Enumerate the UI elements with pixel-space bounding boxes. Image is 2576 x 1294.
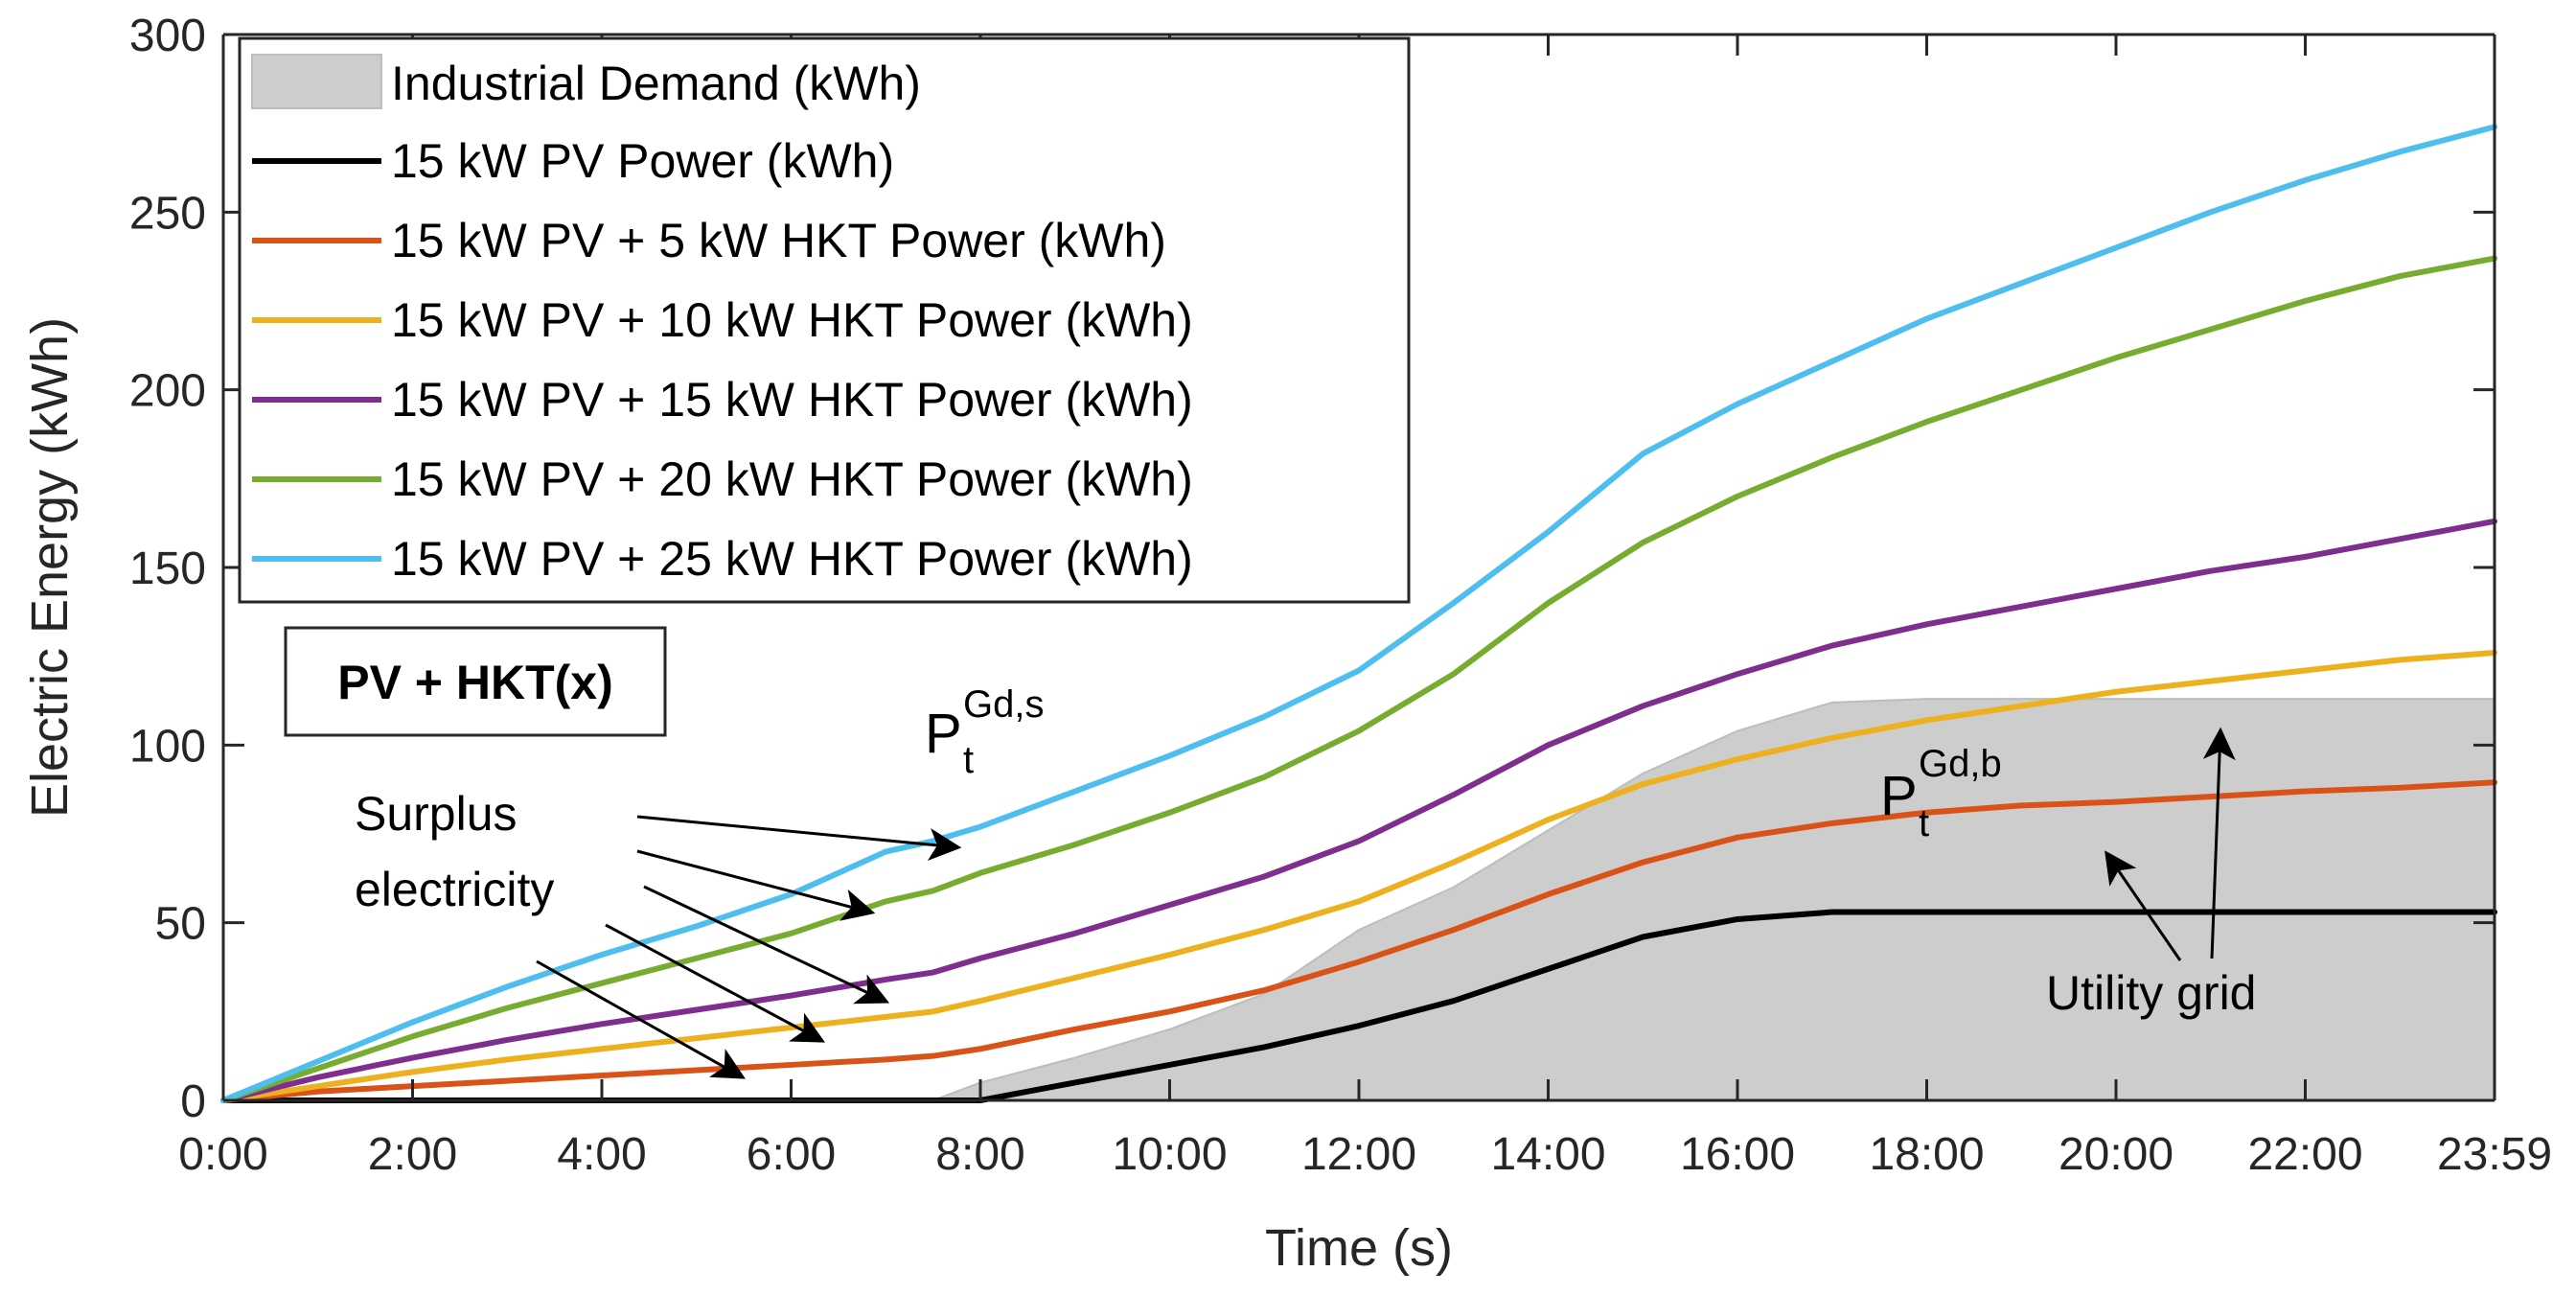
y-tick-label-1: 50 (155, 899, 206, 950)
y-tick-label-2: 100 (129, 721, 206, 772)
legend-label-1: 15 kW PV + 5 kW HKT Power (kWh) (391, 214, 1166, 267)
y-axis-title: Electric Energy (kWh) (21, 317, 79, 818)
surplus-label-line2: electricity (355, 863, 554, 916)
surplus-arrows (536, 815, 962, 1079)
x-tick-label-7: 14:00 (1490, 1129, 1605, 1180)
x-tick-label-8: 16:00 (1680, 1129, 1795, 1180)
x-axis-ticks: 0:00 2:00 4:00 6:00 8:00 10:00 12:00 14:00 16:00… (178, 35, 2552, 1180)
legend-label-2: 15 kW PV + 10 kW HKT Power (kWh) (391, 293, 1193, 347)
x-tick-label-4: 8:00 (935, 1129, 1024, 1180)
legend-label-0: 15 kW PV Power (kWh) (391, 134, 894, 188)
series-line-5 (220, 124, 2497, 1103)
x-tick-label-3: 6:00 (747, 1129, 836, 1180)
grid-sell-symbol-subscript: t (963, 739, 974, 781)
x-tick-label-9: 18:00 (1869, 1129, 1984, 1180)
y-tick-label-6: 300 (129, 11, 206, 61)
x-tick-label-6: 12:00 (1301, 1129, 1416, 1180)
scenario-box-label: PV + HKT(x) (337, 656, 613, 709)
series-line-2 (220, 649, 2497, 1103)
legend-swatch-demand (251, 54, 382, 109)
surplus-arrow-1 (636, 815, 962, 862)
x-tick-label-2: 4:00 (557, 1129, 646, 1180)
x-tick-label-12: 23:59 (2437, 1129, 2552, 1180)
grid-sell-symbol: P Gd,s t (925, 683, 1044, 781)
legend-box (238, 36, 1411, 604)
y-tick-label-0: 0 (180, 1076, 206, 1127)
x-axis-title: Time (s) (1265, 1219, 1453, 1277)
series-line-4 (220, 255, 2497, 1103)
surplus-arrow-2 (636, 849, 876, 921)
grid-sell-symbol-superscript: Gd,s (963, 683, 1044, 726)
series-line-1 (220, 779, 2497, 1103)
surplus-arrow-3 (643, 885, 890, 1005)
legend-label-3: 15 kW PV + 15 kW HKT Power (kWh) (391, 373, 1193, 427)
series-lines (220, 124, 2497, 1103)
utility-grid-arrows (2104, 727, 2236, 961)
scenario-box-frame (284, 626, 667, 737)
legend-series-entries: 15 kW PV Power (kWh) 15 kW PV + 5 kW HKT … (252, 134, 1193, 586)
y-tick-label-3: 150 (129, 543, 206, 594)
y-tick-label-4: 200 (129, 366, 206, 417)
x-tick-label-11: 22:00 (2247, 1129, 2362, 1180)
x-tick-label-10: 20:00 (2058, 1129, 2174, 1180)
grid-buy-symbol-base: P (1880, 765, 1918, 827)
series-line-3 (220, 518, 2497, 1103)
x-tick-label-1: 2:00 (368, 1129, 457, 1180)
utility-grid-arrow-1 (2104, 850, 2182, 961)
grid-buy-symbol-subscript: t (1919, 802, 1929, 844)
surplus-arrow-4 (605, 923, 825, 1043)
x-tick-label-0: 0:00 (178, 1129, 267, 1180)
legend-label-demand: Industrial Demand (kWh) (391, 57, 921, 110)
legend: Industrial Demand (kWh) 15 kW PV Power (… (238, 36, 1411, 604)
y-tick-label-5: 250 (129, 188, 206, 239)
legend-label-4: 15 kW PV + 20 kW HKT Power (kWh) (391, 452, 1193, 506)
legend-label-5: 15 kW PV + 25 kW HKT Power (kWh) (391, 532, 1193, 586)
surplus-label-line1: Surplus (355, 787, 518, 841)
grid-buy-symbol-superscript: Gd,b (1919, 743, 2002, 785)
x-tick-label-5: 10:00 (1112, 1129, 1227, 1180)
y-axis-ticks: 0 50 100 150 200 250 300 (129, 11, 2495, 1127)
utility-grid-arrow-2 (2202, 727, 2236, 959)
utility-grid-label: Utility grid (2046, 966, 2256, 1020)
scenario-box: PV + HKT(x) (284, 626, 667, 737)
surplus-arrow-5 (536, 959, 746, 1079)
grid-buy-symbol: P Gd,b t (1880, 743, 2002, 844)
grid-sell-symbol-base: P (925, 703, 962, 765)
